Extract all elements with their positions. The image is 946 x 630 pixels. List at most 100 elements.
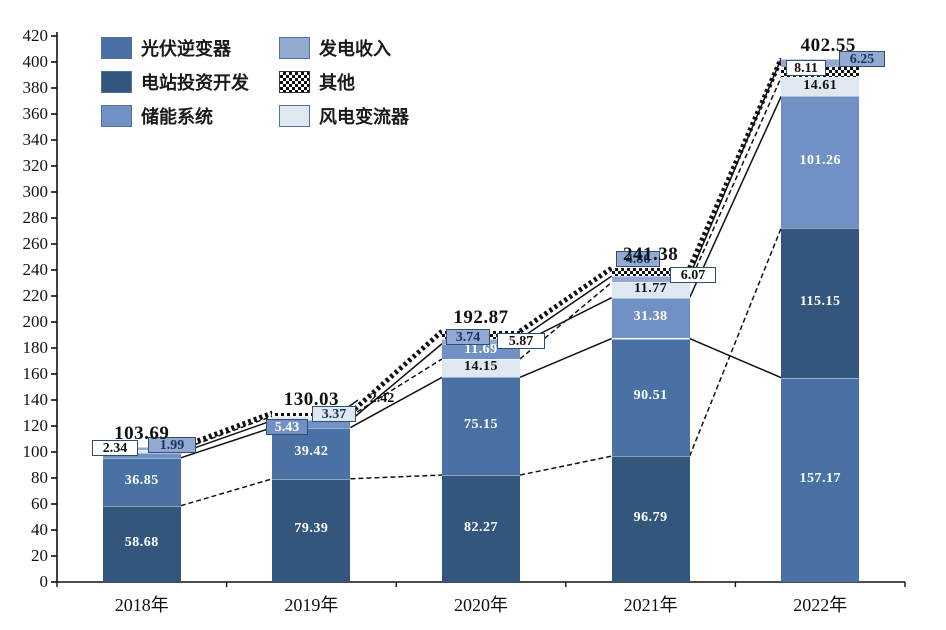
legend-item-plant-investment: 电站投资开发 <box>101 70 249 93</box>
legend-label: 电站投资开发 <box>141 72 249 93</box>
series-line <box>689 337 782 379</box>
y-tick-label: 220 <box>22 286 49 305</box>
bar-segment-发电收入 <box>611 276 690 283</box>
series-line <box>519 275 613 340</box>
y-tick-label: 340 <box>22 130 49 149</box>
plant-investment-swatch-icon <box>101 70 132 93</box>
series-line <box>180 415 273 451</box>
segment-value-label: 31.38 <box>633 309 668 325</box>
segment-value-label: 36.85 <box>124 472 159 488</box>
bar-segment-风电变流器 <box>442 358 520 378</box>
series-line <box>519 337 612 379</box>
bar-segment-光伏逆变器 <box>272 427 351 479</box>
legend-label: 发电收入 <box>319 38 391 59</box>
series-line <box>349 343 443 422</box>
y-tick-label: 200 <box>22 312 49 331</box>
bar-segment-风电变流器 <box>781 77 860 97</box>
y-tick-label: 320 <box>22 156 49 175</box>
bar-segment-其他 <box>611 268 690 277</box>
segment-value-chip-发电收入: 4.86 <box>616 251 660 267</box>
y-tick-label: 240 <box>22 260 49 279</box>
segment-value-label: 11.77 <box>633 281 668 297</box>
bar-segment-光伏逆变器 <box>781 377 860 582</box>
legend-label: 风电变流器 <box>319 106 409 127</box>
legend-item-wind-converter: 风电变流器 <box>279 104 409 127</box>
legend-column-1: 光伏逆变器 电站投资开发 储能系统 <box>101 36 249 127</box>
bar-segment-光伏逆变器 <box>442 377 520 476</box>
segment-value-label: 101.26 <box>799 153 841 169</box>
bar-2018年: 58.68 36.85 <box>102 447 181 582</box>
legend-item-other: 其他 <box>279 70 409 93</box>
y-tick-label: 360 <box>22 104 49 123</box>
legend-label: 光伏逆变器 <box>141 38 231 59</box>
series-line-other <box>687 57 784 270</box>
series-line <box>688 227 782 457</box>
bar-segment-电站投资开发 <box>102 505 181 582</box>
y-tick-label: 380 <box>22 78 49 97</box>
y-tick-label: 180 <box>22 338 49 357</box>
y-tick-label: 80 <box>31 468 48 487</box>
x-category-label: 2019年 <box>284 595 339 615</box>
segment-value-chip-其他: 8.11 <box>786 60 826 76</box>
segment-value-label: 39.42 <box>294 444 329 460</box>
bar-total-label: 241.38 <box>622 244 679 266</box>
y-tick-label: 0 <box>39 572 49 591</box>
bar-2021年: 96.79 90.51 31.38 11.77 <box>611 268 690 582</box>
y-tick-label: 140 <box>22 390 49 409</box>
y-tick-label: 60 <box>31 494 48 513</box>
series-line <box>688 96 782 299</box>
bar-segment-电站投资开发 <box>611 456 690 582</box>
bar-segment-储能系统 <box>102 452 181 458</box>
segment-value-chip-其他: 6.07 <box>670 267 716 283</box>
bar-segment-光伏逆变器 <box>102 457 181 506</box>
y-tick-label: 400 <box>22 52 49 71</box>
bar-segment-电站投资开发 <box>442 475 520 582</box>
legend: 光伏逆变器 电站投资开发 储能系统 发电收入 其他 风电变流器 <box>101 36 409 127</box>
series-line <box>180 426 273 459</box>
segment-value-chip-发电收入: 3.74 <box>446 329 490 345</box>
series-line <box>180 478 273 507</box>
x-category-label: 2018年 <box>114 595 169 615</box>
legend-item-pv-inverter: 光伏逆变器 <box>101 36 249 59</box>
bar-segment-储能系统 <box>272 420 351 428</box>
bar-segment-风电变流器 <box>102 449 181 453</box>
legend-item-power-revenue: 发电收入 <box>279 36 409 59</box>
series-line <box>519 455 612 476</box>
bar-2022年: 157.17 115.15 101.26 14.61 <box>781 58 860 582</box>
pv-inverter-swatch-icon <box>101 36 132 59</box>
bar-total-label: 103.69 <box>114 423 170 445</box>
y-tick-label: 160 <box>22 364 49 383</box>
series-line <box>350 376 443 429</box>
series-line <box>180 419 273 454</box>
bar-segment-光伏逆变器 <box>611 338 690 457</box>
segment-value-label: 75.15 <box>464 417 498 433</box>
bar-total-label: 192.87 <box>453 307 509 329</box>
bar-segment-电站投资开发 <box>781 227 860 378</box>
segment-value-label: 14.15 <box>464 359 498 375</box>
bar-segment-发电收入 <box>102 447 181 450</box>
segment-value-label: 115.15 <box>799 293 841 309</box>
segment-value-chip-风电变流器: 2.34 <box>92 440 138 456</box>
segment-value-chip-其他: 5.87 <box>497 333 545 349</box>
segment-value-chip-发电收入: 6.25 <box>839 51 885 67</box>
other-swatch-icon <box>279 70 310 93</box>
bar-total-label: 130.03 <box>283 388 340 410</box>
bar-2019年: 79.39 39.42 <box>272 412 351 582</box>
bar-total-label: 402.55 <box>800 34 856 56</box>
bar-segment-电站投资开发 <box>272 478 351 582</box>
x-category-label: 2022年 <box>793 595 848 615</box>
series-line-other <box>518 266 614 334</box>
series-line-other <box>348 329 444 415</box>
bar-segment-储能系统 <box>611 297 690 339</box>
series-line-other <box>179 410 274 450</box>
segment-value-chip-其他: 2.42 <box>369 391 395 406</box>
segment-value-label: 14.61 <box>803 77 838 93</box>
y-tick-label: 40 <box>31 520 48 539</box>
segment-value-label: 96.79 <box>633 510 668 526</box>
segment-value-label: 82.27 <box>464 519 498 535</box>
segment-value-chip-发电收入: 1.99 <box>148 437 196 453</box>
y-tick-label: 100 <box>22 442 49 461</box>
y-tick-label: 300 <box>22 182 49 201</box>
